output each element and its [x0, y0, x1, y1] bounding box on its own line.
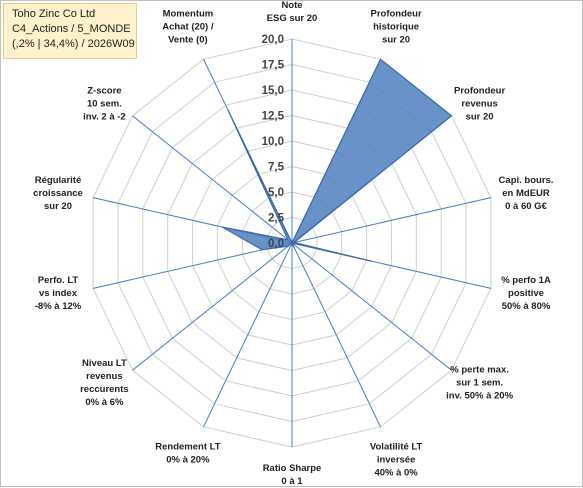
radial-tick-label: 10,0 — [262, 136, 284, 148]
axis-label: Perfo. LT vs index -8% à 12% — [35, 275, 82, 312]
radial-tick-label: 5,0 — [268, 187, 284, 199]
radar-spoke — [203, 242, 293, 428]
axis-label: Niveau LT revenus reccurents 0% à 6% — [80, 358, 129, 408]
radial-tick-label: 17,5 — [262, 60, 285, 72]
axis-label: % perte max. sur 1 sem. inv. 50% à 20% — [446, 365, 513, 402]
axis-label: Volatilité LT inversée 40% à 0% — [370, 441, 423, 478]
radar-spoke — [291, 242, 452, 371]
axis-label: Capi. bours. en MdEUR 0 à 60 G€ — [499, 175, 554, 212]
chart-title-box: Toho Zinc Co Ltd C4_Actions / 5_MONDE (,… — [3, 3, 137, 59]
radial-tick-labels: 0,0 2,5 5,0 7,5 10,0 12,5 15,0 17,5 20,0 — [262, 34, 285, 250]
period-info: (,2% | 34,4%) / 2026W09 — [12, 38, 135, 50]
portfolio-category: C4_Actions / 5_MONDE — [12, 23, 131, 35]
axis-label: Profondeur historique sur 20 — [370, 9, 421, 46]
radar-spoke — [132, 242, 293, 371]
radar-spoke — [92, 242, 293, 289]
axis-label: Momentum Achat (20) / Vente (0) — [162, 9, 214, 46]
radial-tick-label: 12,5 — [262, 111, 285, 123]
axis-label: Rendement LT 0% à 20% — [155, 441, 220, 465]
radar-spoke — [291, 197, 492, 244]
axis-label: Note ESG sur 20 — [267, 1, 318, 24]
radial-tick-label: 2,5 — [268, 213, 285, 225]
axis-label: Régularité croissance sur 20 — [33, 175, 83, 212]
axis-label: % perfo 1A positive 50% à 80% — [501, 275, 551, 312]
radial-tick-label: 15,0 — [262, 85, 284, 97]
radial-tick-label: 20,0 — [262, 34, 284, 46]
radar-spoke — [291, 242, 381, 428]
radar-series-area — [222, 58, 453, 262]
radial-tick-label: 7,5 — [268, 162, 285, 174]
axis-label: Z-score 10 sem. inv. 2 à -2 — [83, 85, 126, 122]
axis-label: Profondeur revenus sur 20 — [454, 85, 505, 122]
radar-series — [222, 58, 453, 262]
axis-label: Ratio Sharpe 0 à 1 — [263, 463, 322, 487]
radial-tick-label: 0,0 — [268, 238, 284, 250]
axis-labels: Note ESG sur 20 Profondeur historique sur 20… — [33, 1, 553, 487]
company-name: Toho Zinc Co Ltd — [12, 8, 96, 20]
radar-spoke — [132, 115, 293, 244]
